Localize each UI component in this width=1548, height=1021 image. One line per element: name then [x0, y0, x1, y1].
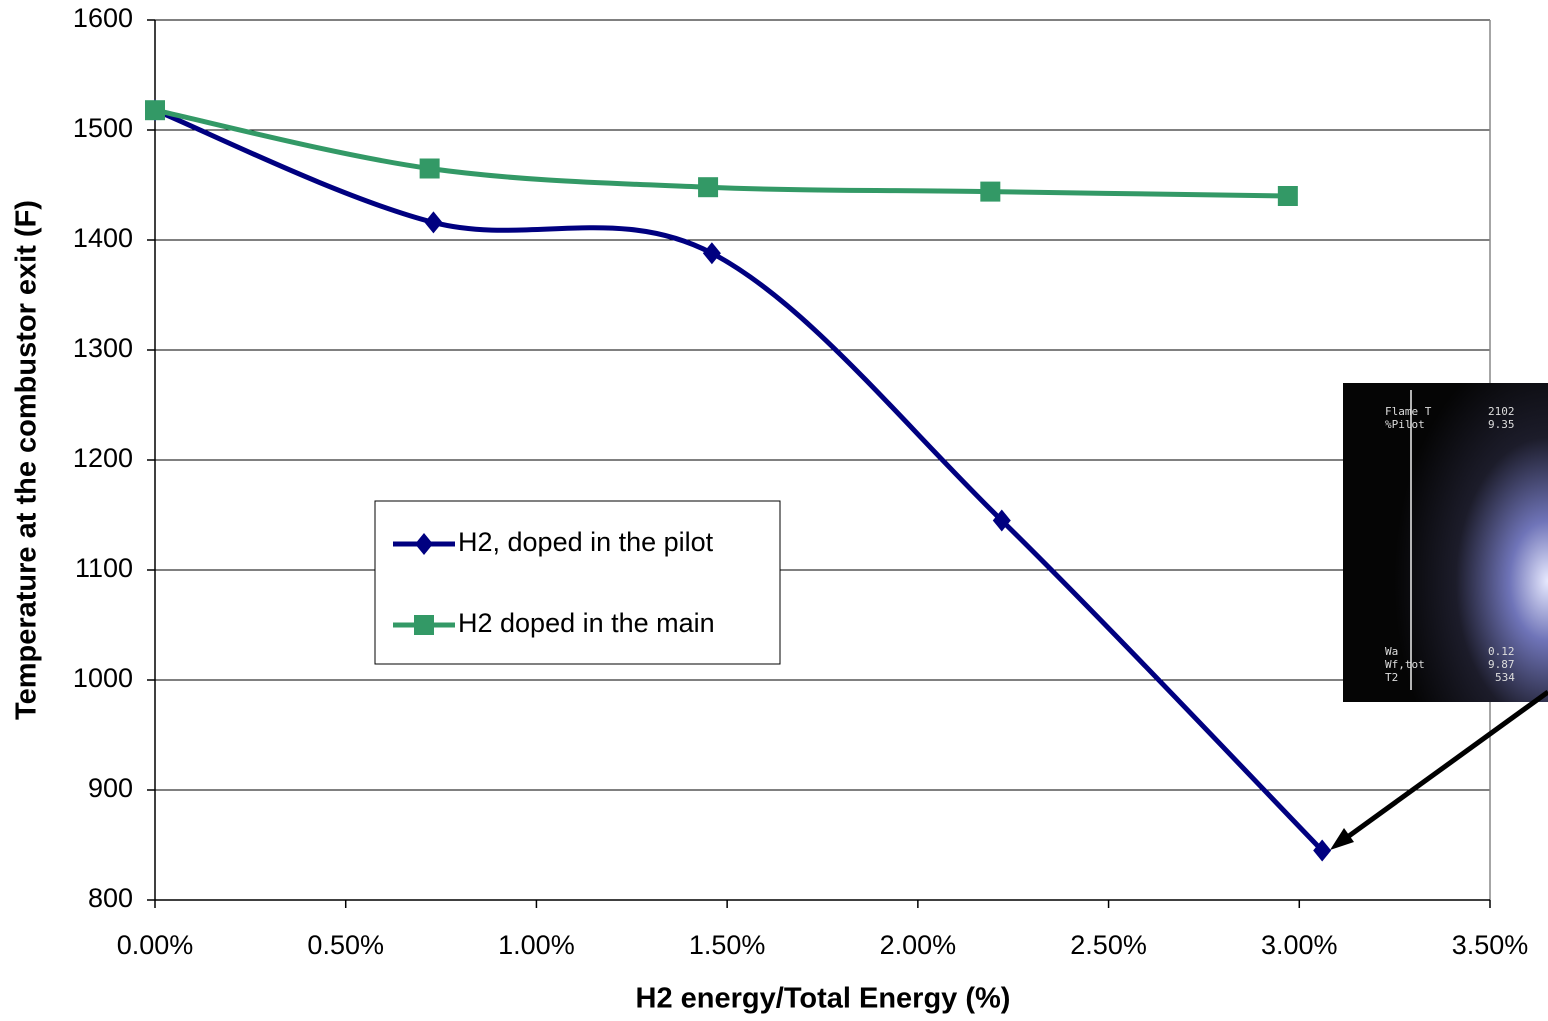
inset-text: 534	[1495, 671, 1515, 684]
inset-photo: Flame T 2102 %Pilot 9.35 Wa 0.12 Wf,tot 9.87 T2 5…	[1343, 383, 1548, 702]
inset-text: 9.87	[1488, 658, 1515, 671]
arrow	[1340, 689, 1548, 844]
data-point	[980, 181, 1001, 202]
y-tick-label: 1400	[73, 223, 133, 253]
x-tick-label: 2.00%	[880, 930, 957, 960]
y-tick-label: 1600	[73, 3, 133, 33]
legend-marker	[414, 615, 434, 635]
inset-text: 9.35	[1488, 418, 1515, 431]
data-point	[424, 211, 443, 234]
legend-label: H2 doped in the main	[458, 608, 715, 638]
data-point	[1277, 186, 1298, 206]
x-axis-title: H2 energy/Total Energy (%)	[636, 983, 1011, 1015]
y-tick-label: 1500	[73, 113, 133, 143]
legend-marker	[415, 533, 433, 555]
inset-text: Flame T	[1385, 405, 1432, 418]
inset-background	[1343, 383, 1548, 702]
inset-text: Wf,tot	[1385, 658, 1425, 671]
legend-label: H2, doped in the pilot	[458, 527, 714, 557]
x-tick-label: 3.00%	[1261, 930, 1338, 960]
inset-text: 2102	[1488, 405, 1515, 418]
inset-text: %Pilot	[1385, 418, 1425, 431]
inset-text: Wa	[1385, 645, 1398, 658]
x-tick-label: 1.50%	[689, 930, 766, 960]
data-point	[702, 242, 721, 265]
legend-box	[374, 500, 781, 665]
y-tick-label: 800	[88, 883, 133, 913]
x-tick-label: 0.00%	[117, 930, 194, 960]
x-tick-label: 3.50%	[1452, 930, 1529, 960]
y-tick-label: 900	[88, 773, 133, 803]
x-tick-label: 0.50%	[307, 930, 384, 960]
data-point	[992, 509, 1011, 532]
y-tick-label: 1000	[73, 663, 133, 693]
x-tick-label: 1.00%	[498, 930, 575, 960]
arrow-head	[1330, 828, 1354, 850]
y-tick-label: 1300	[73, 333, 133, 363]
series-line	[154, 107, 1324, 853]
inset-text: T2	[1385, 671, 1398, 684]
y-tick-label: 1200	[73, 443, 133, 473]
y-axis-title: Temperature at the combustor exit (F)	[11, 200, 43, 720]
data-point	[145, 100, 165, 121]
data-point	[1313, 839, 1332, 862]
y-tick-label: 1100	[75, 553, 133, 583]
data-point	[698, 177, 719, 198]
inset-text: 0.12	[1488, 645, 1515, 658]
data-point	[419, 158, 440, 179]
x-tick-label: 2.50%	[1070, 930, 1147, 960]
